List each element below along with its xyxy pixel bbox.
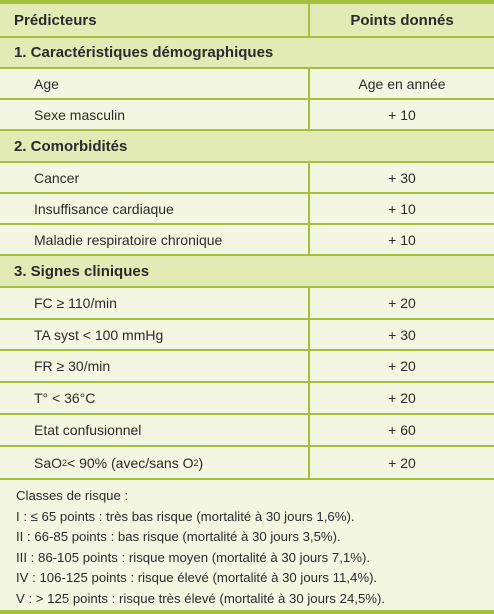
risk-classes-note: Classes de risque : I : ≤ 65 points : tr… bbox=[0, 480, 494, 609]
row-label: Sexe masculin bbox=[0, 100, 310, 129]
section-title: 1. Caractéristiques démographiques bbox=[14, 44, 274, 61]
risk-class-line: V : > 125 points : risque très élevé (mo… bbox=[16, 590, 386, 606]
section-title: 2. Comorbidités bbox=[14, 137, 128, 155]
table-row: Sexe masculin + 10 bbox=[0, 100, 494, 131]
table-row: Insuffisance cardiaque + 10 bbox=[0, 194, 494, 225]
section-comorbidities: 2. Comorbidités bbox=[0, 131, 494, 163]
risk-class-line: I : ≤ 65 points : très bas risque (morta… bbox=[16, 508, 355, 524]
row-points: + 10 bbox=[388, 231, 416, 248]
table-row: Age Age en année bbox=[0, 69, 494, 100]
row-points: + 10 bbox=[388, 200, 416, 217]
row-label: Maladie respiratoire chronique bbox=[0, 225, 310, 254]
risk-class-line: II : 66-85 points : bas risque (mortalit… bbox=[16, 529, 341, 544]
risk-classes-title: Classes de risque : bbox=[16, 488, 129, 503]
row-label: T° < 36°C bbox=[0, 383, 310, 413]
header-predictors: Prédicteurs bbox=[0, 4, 310, 36]
table-row: SaO 2 < 90% (avec/sans O 2) + 20 bbox=[0, 447, 494, 480]
row-label-sao2: SaO 2 < 90% (avec/sans O 2) bbox=[0, 447, 310, 478]
row-points: + 20 bbox=[388, 390, 416, 406]
row-points: + 10 bbox=[388, 106, 416, 123]
section-title: 3. Signes cliniques bbox=[14, 262, 150, 280]
label-part: ) bbox=[198, 454, 204, 471]
table-row: FR ≥ 30/min + 20 bbox=[0, 351, 494, 383]
row-points: + 30 bbox=[388, 169, 416, 186]
row-points: + 30 bbox=[388, 326, 416, 343]
row-label: Etat confusionnel bbox=[0, 415, 310, 445]
row-points: + 20 bbox=[388, 454, 416, 471]
row-points: + 20 bbox=[388, 358, 416, 374]
section-demographics: 1. Caractéristiques démographiques bbox=[0, 38, 494, 69]
label-part: < 90% (avec/sans O bbox=[67, 454, 194, 471]
table-row: T° < 36°C + 20 bbox=[0, 383, 494, 415]
table-row: TA syst < 100 mmHg + 30 bbox=[0, 320, 494, 351]
row-label: FC ≥ 110/min bbox=[0, 288, 310, 318]
table-row: Maladie respiratoire chronique + 10 bbox=[0, 225, 494, 256]
row-points: Age en année bbox=[358, 75, 446, 92]
table-row: FC ≥ 110/min + 20 bbox=[0, 288, 494, 320]
row-points: + 20 bbox=[388, 295, 416, 311]
row-label: TA syst < 100 mmHg bbox=[0, 320, 310, 349]
row-points: + 60 bbox=[388, 422, 416, 438]
row-label: Age bbox=[0, 69, 310, 98]
row-label: FR ≥ 30/min bbox=[0, 351, 310, 381]
label-part: SaO bbox=[34, 454, 63, 471]
risk-class-line: IV : 106-125 points : risque élevé (mort… bbox=[16, 570, 378, 585]
table-row: Cancer + 30 bbox=[0, 163, 494, 194]
row-label: Insuffisance cardiaque bbox=[0, 194, 310, 223]
section-clinical-signs: 3. Signes cliniques bbox=[0, 256, 494, 288]
header-points: Points donnés bbox=[350, 11, 454, 29]
risk-class-line: III : 86-105 points : risque moyen (mort… bbox=[16, 549, 371, 565]
table-header: Prédicteurs Points donnés bbox=[0, 4, 494, 38]
table-row: Etat confusionnel + 60 bbox=[0, 415, 494, 447]
row-label: Cancer bbox=[0, 163, 310, 192]
